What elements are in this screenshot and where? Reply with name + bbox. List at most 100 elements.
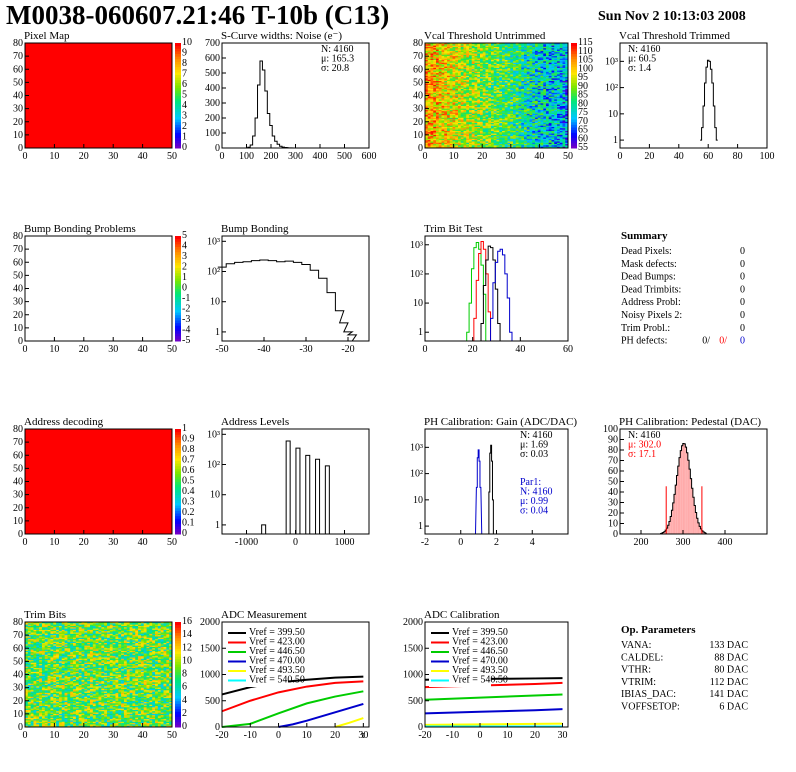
heatmap-cell bbox=[513, 86, 517, 88]
heatmap-cell bbox=[559, 144, 563, 146]
heatmap-cell bbox=[441, 129, 445, 132]
heatmap-cell bbox=[480, 125, 484, 128]
heatmap-cell bbox=[449, 94, 453, 96]
heatmap-cell bbox=[562, 83, 566, 86]
palette-cell bbox=[571, 79, 577, 83]
heatmap-cell bbox=[507, 115, 511, 117]
heatmap-cell bbox=[485, 136, 489, 138]
heatmap-cell bbox=[524, 82, 528, 84]
palette-cell bbox=[175, 129, 181, 133]
heatmap-cell bbox=[469, 66, 473, 69]
heatmap-cell bbox=[441, 124, 445, 126]
heatmap-cell bbox=[447, 129, 451, 132]
heatmap-cell bbox=[496, 120, 500, 123]
stats-text: μ: 0.99 bbox=[520, 496, 548, 507]
heatmap-cell bbox=[482, 137, 486, 140]
palette-cell bbox=[175, 53, 181, 57]
heatmap-cell bbox=[559, 121, 563, 124]
heatmap-cell bbox=[491, 74, 495, 77]
heatmap-cell bbox=[529, 102, 533, 104]
heatmap-cell bbox=[488, 144, 492, 146]
heatmap-cell bbox=[546, 145, 550, 147]
stats-text: σ: 1.4 bbox=[628, 63, 651, 74]
heatmap-cell bbox=[565, 65, 569, 67]
heatmap-cell bbox=[515, 52, 519, 54]
heatmap-cell bbox=[518, 45, 522, 48]
heatmap-cell bbox=[452, 66, 456, 69]
heatmap-cell bbox=[504, 121, 508, 124]
heatmap-cell bbox=[25, 656, 29, 658]
heatmap-cell bbox=[466, 88, 470, 91]
heatmap-cell bbox=[460, 83, 464, 86]
heatmap-cell bbox=[554, 79, 558, 82]
heatmap-cell bbox=[33, 622, 37, 624]
heatmap-cell bbox=[466, 79, 470, 82]
heatmap-cell bbox=[529, 46, 533, 49]
heatmap-cell bbox=[546, 48, 550, 50]
heatmap-cell bbox=[491, 127, 495, 129]
heatmap-cell bbox=[557, 60, 561, 62]
heatmap-cell bbox=[532, 100, 536, 103]
heatmap-cell bbox=[526, 113, 530, 116]
heatmap-cell bbox=[524, 85, 528, 87]
heatmap-cell bbox=[543, 121, 547, 124]
heatmap-cell bbox=[540, 91, 544, 94]
heatmap-cell bbox=[546, 67, 550, 70]
heatmap-cell bbox=[510, 74, 514, 77]
heatmap-cell bbox=[438, 103, 442, 105]
heatmap-cell bbox=[427, 69, 431, 71]
heatmap-cell bbox=[537, 132, 541, 134]
heatmap-cell bbox=[433, 60, 437, 62]
heatmap-cell bbox=[546, 49, 550, 52]
heatmap-cell bbox=[562, 78, 566, 81]
heatmap-cell bbox=[430, 79, 434, 82]
heatmap-cell bbox=[540, 81, 544, 83]
heatmap-cell bbox=[551, 78, 555, 81]
heatmap-cell bbox=[502, 64, 506, 66]
heatmap-cell bbox=[438, 43, 442, 45]
heatmap-cell bbox=[455, 67, 459, 70]
heatmap-cell bbox=[441, 102, 445, 104]
heatmap-cell bbox=[452, 107, 456, 109]
heatmap-cell bbox=[515, 127, 519, 129]
heatmap-cell bbox=[532, 141, 536, 144]
heatmap-cell bbox=[441, 49, 445, 52]
heatmap-cell bbox=[438, 109, 442, 112]
heatmap-cell bbox=[548, 145, 552, 147]
heatmap-cell bbox=[502, 82, 506, 84]
heatmap-cell bbox=[441, 112, 445, 115]
heatmap-cell bbox=[482, 53, 486, 56]
heatmap-cell bbox=[447, 146, 451, 149]
heatmap-cell bbox=[482, 116, 486, 119]
heatmap-cell bbox=[493, 75, 497, 78]
heatmap-cell bbox=[463, 91, 467, 94]
stats-text: N: 4160 bbox=[520, 430, 553, 441]
heatmap-cell bbox=[493, 57, 497, 60]
heatmap-cell bbox=[546, 133, 550, 136]
heatmap-cell bbox=[485, 115, 489, 117]
heatmap-cell bbox=[493, 77, 497, 79]
heatmap-cell bbox=[430, 61, 434, 63]
heatmap-cell bbox=[463, 81, 467, 83]
heatmap-cell bbox=[488, 92, 492, 95]
heatmap-cell bbox=[499, 134, 503, 137]
heatmap-cell bbox=[557, 53, 561, 56]
heatmap-cell bbox=[515, 144, 519, 146]
heatmap-cell bbox=[502, 73, 506, 75]
heatmap-cell bbox=[537, 52, 541, 54]
heatmap-cell bbox=[510, 96, 514, 99]
y-tick-label: 300 bbox=[205, 98, 220, 109]
heatmap-cell bbox=[460, 146, 464, 149]
heatmap-cell bbox=[469, 45, 473, 48]
heatmap-cell bbox=[488, 78, 492, 81]
heatmap-cell bbox=[452, 138, 456, 141]
heatmap-cell bbox=[554, 74, 558, 77]
heatmap-cell bbox=[469, 111, 473, 113]
y-tick-label: 10³ bbox=[410, 442, 423, 453]
heatmap-cell bbox=[540, 133, 544, 136]
heatmap-cell bbox=[515, 141, 519, 144]
heatmap-cell bbox=[529, 85, 533, 87]
heatmap-cell bbox=[518, 70, 522, 73]
heatmap-cell bbox=[30, 670, 34, 673]
heatmap-cell bbox=[455, 70, 459, 73]
